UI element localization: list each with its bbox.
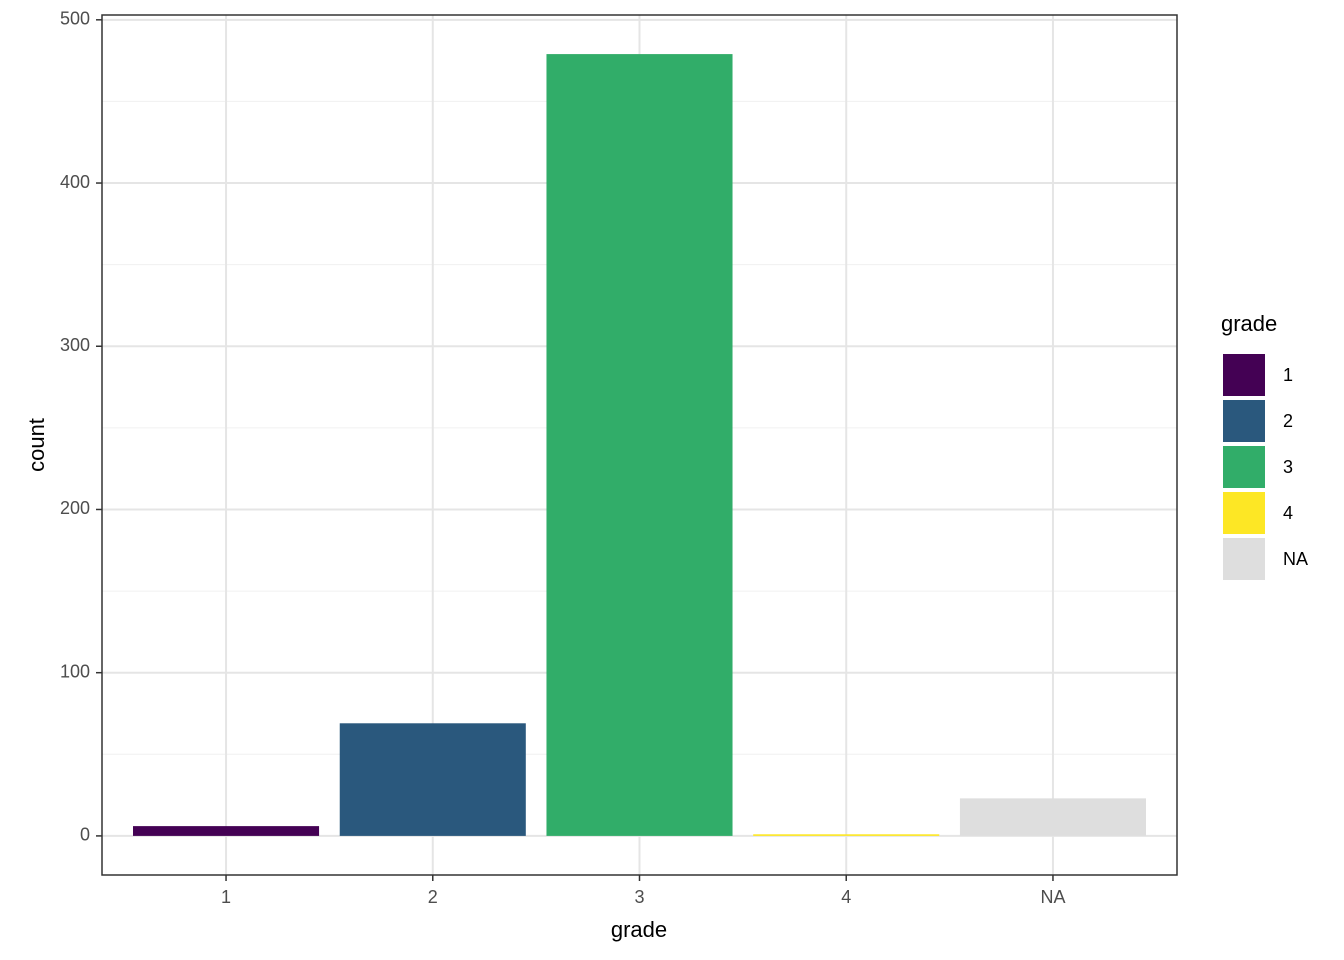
legend-label: 3 xyxy=(1283,457,1293,477)
panel-border xyxy=(101,14,1178,876)
legend-label: 1 xyxy=(1283,365,1293,385)
bar xyxy=(546,54,733,836)
x-tick-label: 1 xyxy=(221,887,231,907)
legend-key xyxy=(1223,400,1265,442)
legend-key xyxy=(1223,538,1265,580)
y-tick-label: 300 xyxy=(60,335,90,355)
bar xyxy=(753,834,940,836)
x-tick-label: 4 xyxy=(841,887,851,907)
bar xyxy=(133,826,320,836)
bar xyxy=(959,798,1146,836)
y-tick-label: 0 xyxy=(80,825,90,845)
legend-title: grade xyxy=(1221,311,1277,336)
legend-key xyxy=(1223,354,1265,396)
y-tick-label: 200 xyxy=(60,498,90,518)
legend-key xyxy=(1223,492,1265,534)
y-tick-label: 100 xyxy=(60,661,90,681)
legend-label: 2 xyxy=(1283,411,1293,431)
x-tick-label: 2 xyxy=(428,887,438,907)
y-tick-label: 500 xyxy=(60,9,90,29)
legend-key xyxy=(1223,446,1265,488)
x-axis-title: grade xyxy=(611,917,667,942)
y-axis-title: count xyxy=(24,418,49,472)
bar xyxy=(339,723,526,836)
y-tick-label: 400 xyxy=(60,172,90,192)
x-tick-label: 3 xyxy=(634,887,644,907)
legend-label: 4 xyxy=(1283,503,1293,523)
legend-label: NA xyxy=(1283,549,1308,569)
x-tick-label: NA xyxy=(1040,887,1065,907)
